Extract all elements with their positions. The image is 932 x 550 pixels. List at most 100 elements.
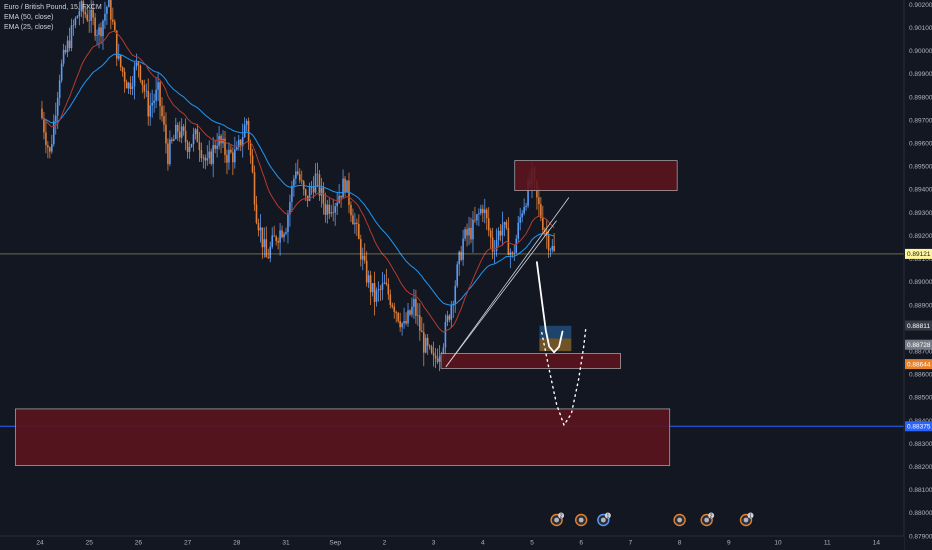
candle-body: [267, 257, 270, 259]
dotted-projection-curve: [541, 325, 587, 427]
candle-body: [82, 1, 85, 13]
candle-body: [436, 358, 439, 362]
candle-body: [180, 126, 183, 138]
candle-body: [94, 17, 96, 36]
candle-body: [480, 208, 482, 214]
price-axis[interactable]: 0.90200 0.90100 0.90000 0.89900 0.89800 0.897…: [903, 0, 932, 550]
candle-body: [326, 204, 329, 215]
candle-body: [381, 283, 384, 290]
candle-body: [438, 356, 441, 362]
candle-body: [306, 195, 309, 201]
candle-body: [49, 147, 51, 152]
candles-layer: [41, 0, 555, 372]
candle-body: [466, 229, 468, 236]
legend-symbol[interactable]: Euro / British Pound, 15, FXCM: [4, 4, 102, 11]
candle-body: [511, 252, 514, 254]
zones-layer: [0, 160, 904, 466]
price-tick-label: 0.88200: [909, 464, 932, 471]
candle-body: [283, 233, 285, 238]
candle-body: [285, 232, 287, 234]
candle-body: [483, 209, 486, 214]
price-tick-label: 0.89400: [909, 187, 932, 194]
candle-body: [45, 132, 47, 146]
candle-body: [474, 219, 476, 221]
candle-body: [279, 230, 281, 243]
candle-body: [171, 139, 173, 141]
candle-body: [157, 82, 159, 90]
candle-body: [232, 152, 234, 163]
candle-body: [428, 345, 431, 347]
candle-body: [527, 180, 529, 206]
candle-body: [281, 230, 283, 238]
candle-body: [228, 149, 230, 163]
candle-body: [419, 315, 421, 331]
price-level-tag-bg: [905, 421, 932, 432]
candle-body: [409, 310, 411, 315]
candle-body: [186, 142, 189, 152]
candle-body: [206, 158, 209, 161]
candle-body: [237, 139, 240, 148]
candle-body: [442, 347, 445, 355]
candle-body: [553, 246, 555, 251]
time-tick-label: 11: [824, 540, 831, 547]
candle-body: [133, 66, 136, 87]
time-tick-label: 26: [135, 540, 143, 547]
candle-body: [395, 311, 398, 313]
candle-body: [178, 131, 181, 138]
time-axis[interactable]: 24 25 26 27 28 31 Sep 2 3 4 5 6 7 8 9 10 11 14: [0, 535, 904, 550]
time-tick-label: 10: [774, 540, 782, 547]
candle-body: [241, 137, 244, 147]
candle-body: [84, 12, 87, 15]
candle-body: [454, 285, 457, 304]
time-tick-label: 28: [233, 540, 241, 547]
candle-body: [393, 306, 396, 312]
candle-body: [151, 102, 153, 106]
candle-body: [489, 230, 492, 238]
candle-body: [377, 289, 380, 291]
event-marker-count-badge: [747, 512, 754, 519]
candle-body: [289, 201, 291, 215]
event-marker-count-badge: [604, 512, 611, 519]
legend-ema-50[interactable]: EMA (50, close): [4, 14, 54, 21]
candle-body: [41, 108, 43, 119]
candle-body: [342, 178, 344, 198]
candle-body: [501, 224, 504, 236]
legend-ema-25[interactable]: EMA (25, close): [4, 24, 54, 31]
candle-body: [432, 352, 435, 356]
candle-body: [517, 222, 520, 239]
candle-body: [251, 155, 254, 173]
candle-body: [198, 142, 201, 151]
time-tick-label: 8: [678, 540, 682, 547]
candle-body: [70, 25, 73, 49]
trendline: [445, 197, 570, 368]
candle-body: [354, 222, 356, 225]
candle-body: [88, 20, 90, 21]
price-tick-label: 0.90100: [909, 25, 932, 32]
candle-body: [424, 337, 427, 353]
candle-body: [96, 35, 98, 36]
price-axis-tag-bg: [905, 359, 932, 370]
price-tick-label: 0.89700: [909, 117, 932, 124]
candle-body: [239, 139, 242, 147]
candle-body: [247, 120, 250, 143]
candle-body: [391, 304, 394, 307]
candle-body: [265, 239, 268, 258]
candle-body: [220, 135, 222, 144]
candle-body: [125, 81, 128, 89]
candle-body: [222, 138, 224, 144]
candle-body: [464, 229, 466, 239]
candle-body: [119, 55, 122, 68]
candle-body: [312, 187, 315, 193]
candle-body: [318, 174, 321, 196]
candle-body: [495, 239, 498, 251]
candle-body: [363, 255, 366, 261]
price-tick-label: 0.89500: [909, 164, 932, 171]
candle-body: [308, 187, 311, 201]
candle-body: [468, 227, 470, 236]
candle-body: [476, 214, 478, 221]
candle-body: [149, 105, 152, 117]
candle-body: [43, 118, 45, 133]
price-axis-tag-bg: [905, 320, 932, 331]
candle-body: [383, 282, 386, 284]
